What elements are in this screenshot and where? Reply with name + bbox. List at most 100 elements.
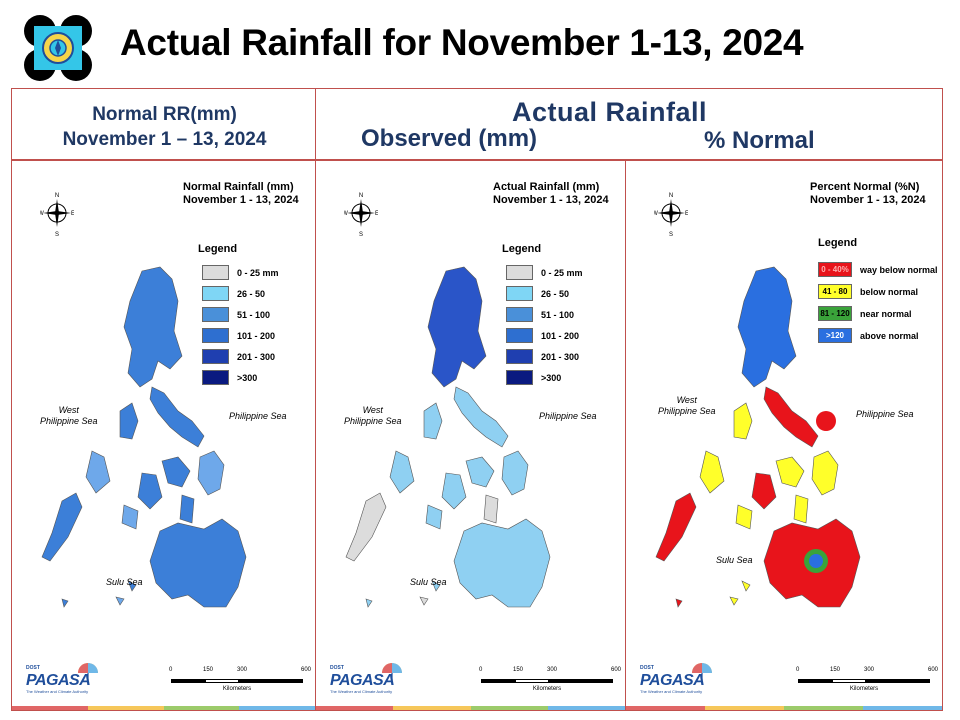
north-arrow-compass-icon: N E S W [344, 193, 378, 237]
scale-tick: 600 [301, 667, 312, 673]
island-region [119, 402, 139, 440]
scale-seg [481, 679, 515, 683]
svg-text:E: E [685, 211, 688, 217]
sea-label-sulu: Sulu Sea [410, 577, 447, 587]
sea-label-west: West Philippine Sea [40, 405, 98, 426]
svg-text:N: N [359, 193, 363, 199]
pagasa-seal-logo [24, 15, 92, 81]
scale-tick: 0 [479, 667, 483, 673]
brand-stripe [626, 706, 942, 710]
sea-label-east: Philippine Sea [539, 411, 597, 421]
legend-label: >300 [237, 372, 258, 383]
brand-name: PAGASA [330, 672, 395, 689]
normal-rainfall-map-panel: N E S W Normal Rainfall (mm)November 1 -… [11, 160, 316, 711]
island-region [735, 504, 753, 530]
legend-label: near normal [860, 308, 912, 319]
legend-label: above normal [860, 330, 919, 341]
legend-item: 81 - 120 near normal [818, 306, 912, 321]
legend-swatch [202, 328, 229, 343]
island-region [699, 450, 725, 494]
legend-item: >300 [506, 370, 561, 385]
map-title: Normal Rainfall (mm) November 1 - 13, 202… [183, 181, 299, 206]
scale-tick: 300 [237, 667, 248, 673]
island-region [365, 598, 373, 608]
philippines-map [41, 266, 247, 608]
umbrella-icon [78, 663, 98, 680]
svg-text:N: N [669, 193, 673, 199]
legend-label: 101 - 200 [541, 330, 580, 341]
island-region [423, 402, 443, 440]
scale-seg [866, 679, 930, 683]
legend-label: below normal [860, 286, 919, 297]
way-below-normal-zone [816, 411, 836, 431]
island-region [741, 580, 751, 592]
legend-label: 51 - 100 [237, 309, 271, 320]
legend-swatch [506, 370, 533, 385]
scale-tick: 600 [611, 667, 622, 673]
legend-title: Legend [198, 243, 238, 255]
scale-seg [171, 679, 205, 683]
brand-stripe [316, 706, 625, 710]
sea-label-west: West Philippine Sea [658, 395, 716, 416]
island-region [431, 580, 441, 592]
island-region [123, 266, 183, 388]
scale-seg [549, 679, 613, 683]
island-region [425, 504, 443, 530]
legend-swatch [202, 286, 229, 301]
normal-rr-period: November 1 – 13, 2024 [62, 129, 267, 150]
legend-label: 101 - 200 [237, 330, 276, 341]
scale-tick: 300 [547, 667, 558, 673]
island-region [793, 494, 809, 524]
island-region [737, 266, 797, 388]
scale-tick: 150 [203, 667, 214, 673]
svg-text:S: S [669, 232, 673, 237]
svg-text:E: E [71, 211, 74, 217]
normal-rr-title: Normal RR(mm) [92, 104, 237, 125]
legend-label: way below normal [860, 264, 938, 275]
island-region [85, 450, 111, 494]
svg-text:W: W [40, 211, 44, 217]
legend-item: >300 [202, 370, 257, 385]
svg-text:S: S [55, 232, 59, 237]
legend-label: 0 - 25 mm [541, 267, 583, 278]
normal-rr-header: Normal RR(mm) November 1 – 13, 2024 [11, 88, 316, 160]
philippines-map [655, 266, 861, 608]
legend-item: 201 - 300 [506, 349, 579, 364]
scale-unit: Kilometers [532, 686, 562, 692]
island-region [419, 596, 429, 606]
legend-item: >120 above normal [818, 328, 919, 343]
island-region [465, 456, 495, 488]
legend-title: Legend [502, 243, 542, 255]
brand-stripe [12, 706, 315, 710]
island-region [775, 456, 805, 488]
legend-swatch [506, 328, 533, 343]
map-title: Percent Normal (%N) November 1 - 13, 2024 [810, 181, 926, 206]
island-region [149, 518, 247, 608]
legend-swatch: >120 [818, 328, 852, 343]
svg-text:E: E [375, 211, 378, 217]
percent-normal-map-panel: N E S W Percent Normal (%N)November 1 - … [625, 160, 943, 711]
svg-text:N: N [55, 193, 59, 199]
scale-seg [205, 679, 239, 683]
scale-unit: Kilometers [222, 686, 252, 692]
sea-label-west: West Philippine Sea [344, 405, 402, 426]
philippines-map [345, 266, 551, 608]
legend-swatch [506, 349, 533, 364]
island-region [61, 598, 69, 608]
legend-label: 201 - 300 [541, 351, 580, 362]
legend-item: 0 - 25 mm [202, 265, 279, 280]
island-region [751, 472, 777, 510]
island-region [453, 518, 551, 608]
scale-bar: 0 150 300 600 Kilometers [169, 667, 315, 695]
legend-swatch: 41 - 80 [818, 284, 852, 299]
svg-text:S: S [359, 232, 363, 237]
legend-item: 101 - 200 [506, 328, 579, 343]
island-region [179, 494, 195, 524]
legend-item: 0 - 25 mm [506, 265, 583, 280]
brand-tagline: The Weather and Climate Authority [330, 689, 393, 694]
island-region [389, 450, 415, 494]
brand-dost: DOST [330, 665, 344, 671]
scale-seg [832, 679, 866, 683]
scale-seg [239, 679, 303, 683]
legend-swatch [506, 265, 533, 280]
